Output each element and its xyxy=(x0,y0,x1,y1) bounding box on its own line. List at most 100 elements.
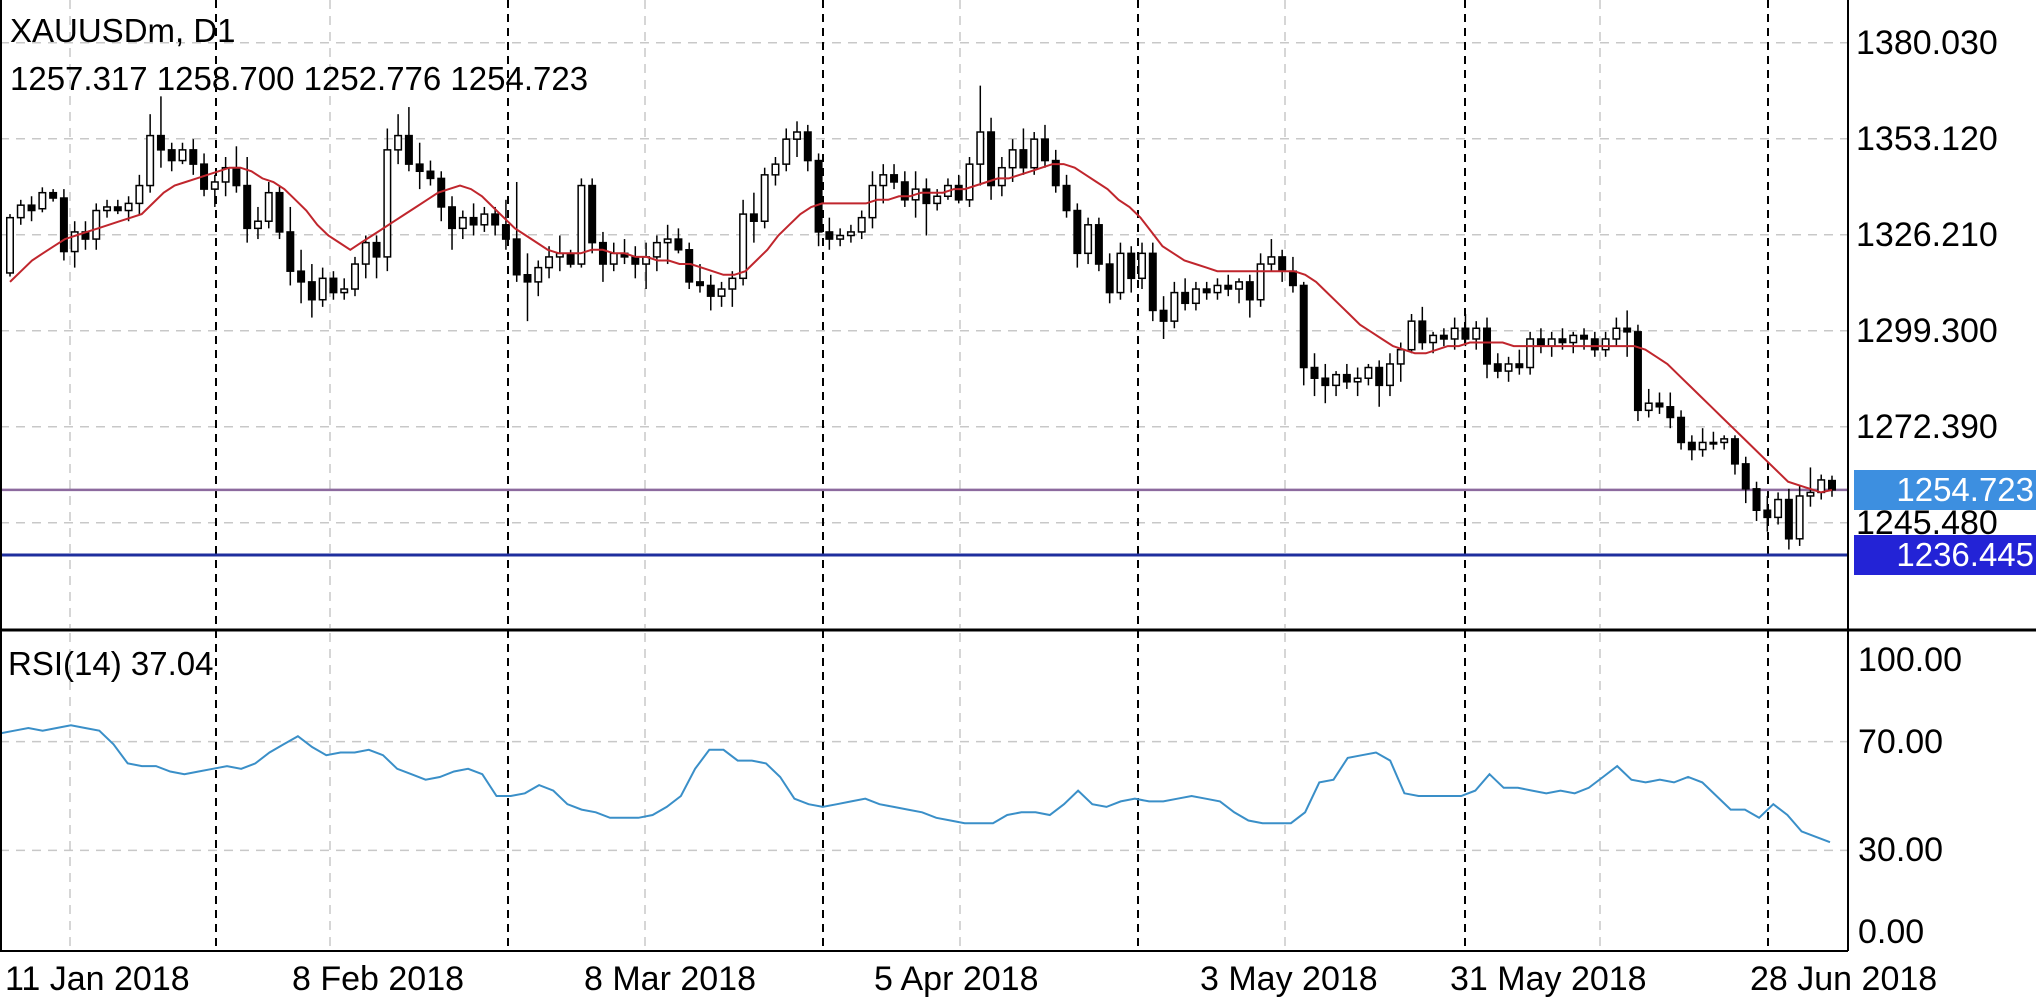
candle-body xyxy=(879,174,888,187)
candle-body xyxy=(836,234,845,240)
candle xyxy=(113,199,122,215)
price-tick-label: 1245.480 xyxy=(1856,503,1998,542)
candle xyxy=(1008,139,1017,182)
candle xyxy=(448,196,457,250)
candle xyxy=(749,192,758,243)
candle xyxy=(210,174,219,207)
candle-body xyxy=(987,131,996,187)
price-tick-label: 1353.120 xyxy=(1856,119,1998,158)
candle-body xyxy=(512,238,521,276)
candle-body xyxy=(1267,256,1276,265)
candle-body xyxy=(1299,284,1308,369)
candle xyxy=(329,271,338,300)
candle-body xyxy=(275,191,284,233)
candle-body xyxy=(1084,224,1093,255)
candle xyxy=(178,142,187,165)
candle xyxy=(415,142,424,190)
candle xyxy=(534,260,543,297)
candle-body xyxy=(1332,373,1341,387)
candle xyxy=(221,157,230,197)
candle xyxy=(922,178,931,236)
candle xyxy=(232,146,241,193)
time-tick-label: 8 Mar 2018 xyxy=(584,960,756,998)
candle xyxy=(1677,410,1686,450)
candle-body xyxy=(426,170,435,180)
candle xyxy=(771,157,780,186)
time-tick-label: 5 Apr 2018 xyxy=(874,960,1039,998)
candle-body xyxy=(1256,263,1265,301)
candle-body xyxy=(922,188,931,205)
candle-body xyxy=(1008,149,1017,169)
candle-body xyxy=(1752,488,1761,512)
candle-body xyxy=(1709,441,1718,445)
candle xyxy=(965,157,974,207)
candle xyxy=(501,199,510,250)
candle-body xyxy=(933,195,942,205)
candle-body xyxy=(1763,509,1772,519)
candle-body xyxy=(1116,252,1125,294)
candle-body xyxy=(1493,363,1502,372)
candle xyxy=(846,224,855,243)
candle-body xyxy=(1536,338,1545,347)
candle-body xyxy=(1159,309,1168,322)
candle-body xyxy=(1051,159,1060,187)
candle xyxy=(512,181,521,282)
candle-body xyxy=(1321,377,1330,387)
candle-body xyxy=(566,252,575,265)
candle-body xyxy=(350,263,359,290)
candle xyxy=(652,235,661,272)
candle-body xyxy=(92,209,101,240)
candle-body xyxy=(739,213,748,280)
candle-body xyxy=(264,191,273,222)
candle xyxy=(38,187,47,213)
candle xyxy=(663,224,672,265)
candle xyxy=(1267,239,1276,272)
candle-body xyxy=(1612,327,1621,340)
candle-body xyxy=(1601,338,1610,351)
candle xyxy=(189,139,198,175)
candle-body xyxy=(1073,209,1082,255)
candle xyxy=(1526,331,1535,375)
candle xyxy=(1019,128,1028,175)
candle xyxy=(1040,124,1049,168)
candle xyxy=(1720,435,1729,450)
candle-body xyxy=(6,216,14,274)
candle xyxy=(1245,274,1254,318)
candle xyxy=(631,246,640,279)
candle-body xyxy=(135,184,144,205)
candle-body xyxy=(523,274,532,283)
grid-layer xyxy=(0,0,1848,950)
candle xyxy=(1795,485,1804,546)
candle-body xyxy=(1677,416,1686,444)
candle-body xyxy=(70,231,79,253)
candle xyxy=(1763,495,1772,532)
candle xyxy=(372,235,381,279)
candle-body xyxy=(1547,338,1556,347)
candle xyxy=(1784,488,1793,550)
candlestick-layer xyxy=(6,85,1836,550)
candle-body xyxy=(1526,338,1535,369)
candle-body xyxy=(1784,498,1793,540)
candle xyxy=(1493,353,1502,379)
candle-body xyxy=(113,206,122,212)
candle-body xyxy=(588,184,597,244)
candle xyxy=(491,206,500,236)
candle xyxy=(297,249,306,304)
candle-body xyxy=(890,174,899,183)
candle xyxy=(879,164,888,204)
candle-body xyxy=(1278,256,1287,272)
candle xyxy=(1375,360,1384,407)
candle xyxy=(1601,331,1610,357)
candle-body xyxy=(1644,402,1653,412)
candle-body xyxy=(1062,184,1071,212)
candle-body xyxy=(361,241,370,265)
candle-body xyxy=(760,174,769,222)
candle xyxy=(997,157,1006,197)
candle xyxy=(340,278,349,300)
candle-body xyxy=(782,138,791,165)
candle-body xyxy=(167,149,176,162)
candle xyxy=(135,174,144,215)
candle xyxy=(307,264,316,318)
